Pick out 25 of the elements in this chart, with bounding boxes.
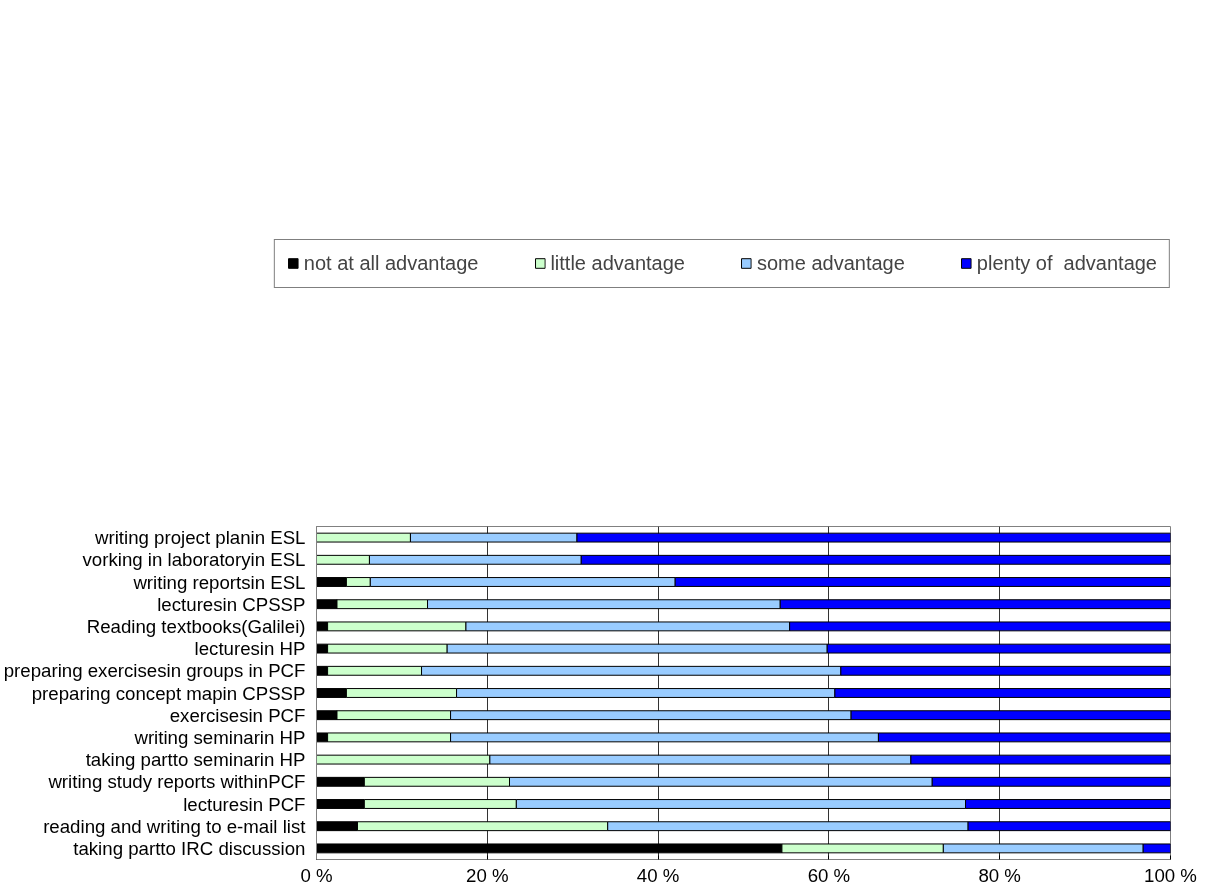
x-tick-label: 80 % bbox=[978, 864, 1021, 886]
y-tick-label: writing seminarin HP bbox=[133, 726, 306, 748]
y-tick-label: taking partto IRC discussion bbox=[73, 837, 306, 859]
x-tick-label: 0 % bbox=[300, 864, 333, 886]
y-tick-label: writing study reports withinPCF bbox=[47, 771, 306, 793]
x-tick-label: 60 % bbox=[807, 864, 851, 886]
legend-label: not at all advantage bbox=[303, 251, 479, 275]
y-tick-label: preparing concept mapin CPSSP bbox=[31, 682, 306, 704]
y-tick-label: lecturesin HP bbox=[194, 638, 306, 660]
legend-label: little advantage bbox=[550, 251, 685, 275]
y-tick-label: writing reportsin ESL bbox=[132, 571, 306, 593]
y-tick-label: lecturesin PCF bbox=[183, 793, 306, 815]
legend-label: plenty of advantage bbox=[976, 251, 1157, 275]
y-tick-label: reading and writing to e-mail list bbox=[43, 815, 307, 837]
legend-label: some advantage bbox=[756, 251, 905, 275]
y-tick-label: preparing exercisesin groups in PCF bbox=[3, 660, 306, 682]
x-tick-label: 100 % bbox=[1144, 864, 1197, 886]
y-tick-label: writing project planin ESL bbox=[93, 527, 306, 549]
y-tick-label: Reading textbooks(Galilei) bbox=[86, 615, 306, 637]
y-tick-label: vorking in laboratoryin ESL bbox=[82, 549, 306, 571]
x-tick-label: 20 % bbox=[466, 864, 509, 886]
y-tick-label: exercisesin PCF bbox=[169, 704, 306, 726]
y-tick-label: taking partto seminarin HP bbox=[85, 749, 306, 771]
x-tick-label: 40 % bbox=[636, 864, 680, 886]
y-tick-label: lecturesin CPSSP bbox=[157, 593, 306, 615]
